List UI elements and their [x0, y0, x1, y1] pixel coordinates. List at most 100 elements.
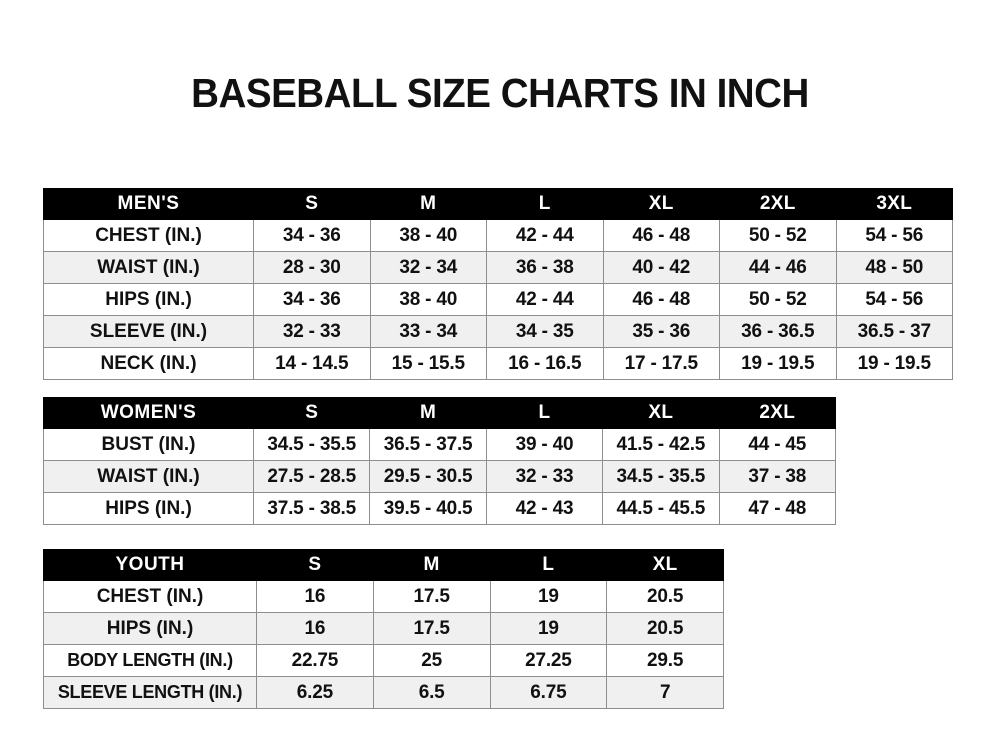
youth-size-table: YOUTH S M L XL CHEST (IN.) 16 17.5 19 20.5 HIPS (…: [43, 549, 724, 709]
mens-table-head: MEN'S S M L XL 2XL 3XL: [43, 188, 953, 220]
table-row: HIPS (IN.) 37.5 - 38.5 39.5 - 40.5 42 - 43 4…: [43, 492, 836, 525]
table-row: HIPS (IN.) 16 17.5 19 20.5: [43, 612, 724, 645]
measurement-cell: 36.5 - 37.5: [369, 428, 487, 461]
measurement-cell: 50 - 52: [719, 283, 837, 316]
mens-size-header-m: M: [369, 188, 487, 220]
measurement-cell: 42 - 44: [486, 283, 604, 316]
measurement-cell: 19 - 19.5: [719, 347, 837, 380]
measurement-cell: 17 - 17.5: [602, 347, 720, 380]
youth-row-label: BODY LENGTH (IN.): [43, 644, 257, 677]
measurement-cell: 39 - 40: [485, 428, 604, 461]
measurement-cell: 44 - 46: [719, 251, 837, 284]
mens-size-header-xl: XL: [602, 188, 720, 220]
youth-table-body: CHEST (IN.) 16 17.5 19 20.5 HIPS (IN.) 16 17.5 1…: [43, 580, 724, 709]
measurement-cell: 41.5 - 42.5: [602, 428, 720, 461]
measurement-cell: 50 - 52: [719, 219, 837, 252]
measurement-cell: 34 - 36: [253, 219, 371, 252]
measurement-cell: 27.5 - 28.5: [252, 460, 371, 493]
measurement-cell: 42 - 44: [486, 219, 604, 252]
measurement-cell: 17.5: [372, 580, 491, 613]
measurement-cell: 19 - 19.5: [835, 347, 953, 380]
measurement-cell: 36.5 - 37: [835, 315, 953, 348]
measurement-cell: 7: [606, 676, 724, 709]
measurement-cell: 54 - 56: [835, 219, 953, 252]
mens-header-row: MEN'S S M L XL 2XL 3XL: [43, 188, 953, 220]
measurement-cell: 47 - 48: [718, 492, 836, 525]
measurement-cell: 46 - 48: [602, 219, 720, 252]
table-row: BUST (IN.) 34.5 - 35.5 36.5 - 37.5 39 - 40 4…: [43, 428, 836, 461]
womens-size-header-xl: XL: [602, 397, 720, 429]
youth-category-header: YOUTH: [43, 549, 257, 581]
womens-table-head: WOMEN'S S M L XL 2XL: [43, 397, 836, 429]
table-row: BODY LENGTH (IN.) 22.75 25 27.25 29.5: [43, 644, 724, 677]
measurement-cell: 29.5: [606, 644, 724, 677]
measurement-cell: 34 - 35: [486, 315, 604, 348]
measurement-cell: 27.25: [489, 644, 608, 677]
mens-size-table: MEN'S S M L XL 2XL 3XL CHEST (IN.) 34 - 36 38 - …: [43, 188, 953, 380]
mens-table-body: CHEST (IN.) 34 - 36 38 - 40 42 - 44 46 - 48 5…: [43, 219, 953, 380]
youth-size-header-m: M: [372, 549, 491, 581]
womens-size-header-l: L: [485, 397, 604, 429]
measurement-cell: 28 - 30: [253, 251, 371, 284]
mens-row-label: WAIST (IN.): [43, 251, 254, 284]
youth-row-label: HIPS (IN.): [43, 612, 257, 645]
measurement-cell: 29.5 - 30.5: [369, 460, 487, 493]
youth-table-head: YOUTH S M L XL: [43, 549, 724, 581]
measurement-cell: 38 - 40: [369, 219, 487, 252]
measurement-cell: 35 - 36: [602, 315, 720, 348]
measurement-cell: 33 - 34: [369, 315, 487, 348]
measurement-cell: 38 - 40: [369, 283, 487, 316]
youth-row-label: SLEEVE LENGTH (IN.): [43, 676, 257, 709]
measurement-cell: 40 - 42: [602, 251, 720, 284]
mens-size-header-l: L: [486, 188, 604, 220]
womens-size-header-s: S: [252, 397, 371, 429]
measurement-cell: 14 - 14.5: [253, 347, 371, 380]
table-row: WAIST (IN.) 28 - 30 32 - 34 36 - 38 40 - 42 4…: [43, 251, 953, 284]
measurement-cell: 16: [256, 612, 374, 645]
measurement-cell: 6.75: [489, 676, 608, 709]
measurement-cell: 36 - 38: [486, 251, 604, 284]
measurement-cell: 46 - 48: [602, 283, 720, 316]
measurement-cell: 6.25: [256, 676, 374, 709]
mens-row-label: SLEEVE (IN.): [43, 315, 254, 348]
measurement-cell: 34.5 - 35.5: [252, 428, 371, 461]
womens-table-body: BUST (IN.) 34.5 - 35.5 36.5 - 37.5 39 - 40 4…: [43, 428, 836, 525]
womens-size-header-m: M: [369, 397, 487, 429]
womens-size-table: WOMEN'S S M L XL 2XL BUST (IN.) 34.5 - 35.5 36.…: [43, 397, 836, 525]
table-row: SLEEVE LENGTH (IN.) 6.25 6.5 6.75 7: [43, 676, 724, 709]
measurement-cell: 32 - 34: [369, 251, 487, 284]
measurement-cell: 32 - 33: [485, 460, 604, 493]
measurement-cell: 17.5: [372, 612, 491, 645]
measurement-cell: 32 - 33: [253, 315, 371, 348]
measurement-cell: 25: [372, 644, 491, 677]
measurement-cell: 22.75: [256, 644, 374, 677]
mens-row-label: CHEST (IN.): [43, 219, 254, 252]
mens-size-header-2xl: 2XL: [719, 188, 837, 220]
youth-row-label: CHEST (IN.): [43, 580, 257, 613]
measurement-cell: 19: [489, 580, 608, 613]
measurement-cell: 16 - 16.5: [486, 347, 604, 380]
measurement-cell: 16: [256, 580, 374, 613]
measurement-cell: 37.5 - 38.5: [252, 492, 371, 525]
table-row: NECK (IN.) 14 - 14.5 15 - 15.5 16 - 16.5 17 …: [43, 347, 953, 380]
measurement-cell: 37 - 38: [718, 460, 836, 493]
measurement-cell: 6.5: [372, 676, 491, 709]
table-row: CHEST (IN.) 34 - 36 38 - 40 42 - 44 46 - 48 5…: [43, 219, 953, 252]
womens-row-label: WAIST (IN.): [43, 460, 254, 493]
mens-size-header-s: S: [253, 188, 371, 220]
measurement-cell: 39.5 - 40.5: [369, 492, 487, 525]
womens-size-header-2xl: 2XL: [718, 397, 836, 429]
youth-size-header-l: L: [489, 549, 608, 581]
measurement-cell: 34 - 36: [253, 283, 371, 316]
womens-row-label: BUST (IN.): [43, 428, 254, 461]
youth-size-header-xl: XL: [606, 549, 724, 581]
measurement-cell: 48 - 50: [835, 251, 953, 284]
table-row: CHEST (IN.) 16 17.5 19 20.5: [43, 580, 724, 613]
mens-row-label: HIPS (IN.): [43, 283, 254, 316]
youth-header-row: YOUTH S M L XL: [43, 549, 724, 581]
measurement-cell: 20.5: [606, 612, 724, 645]
measurement-cell: 44 - 45: [718, 428, 836, 461]
mens-size-header-3xl: 3XL: [835, 188, 953, 220]
mens-row-label: NECK (IN.): [43, 347, 254, 380]
table-row: WAIST (IN.) 27.5 - 28.5 29.5 - 30.5 32 - 33…: [43, 460, 836, 493]
